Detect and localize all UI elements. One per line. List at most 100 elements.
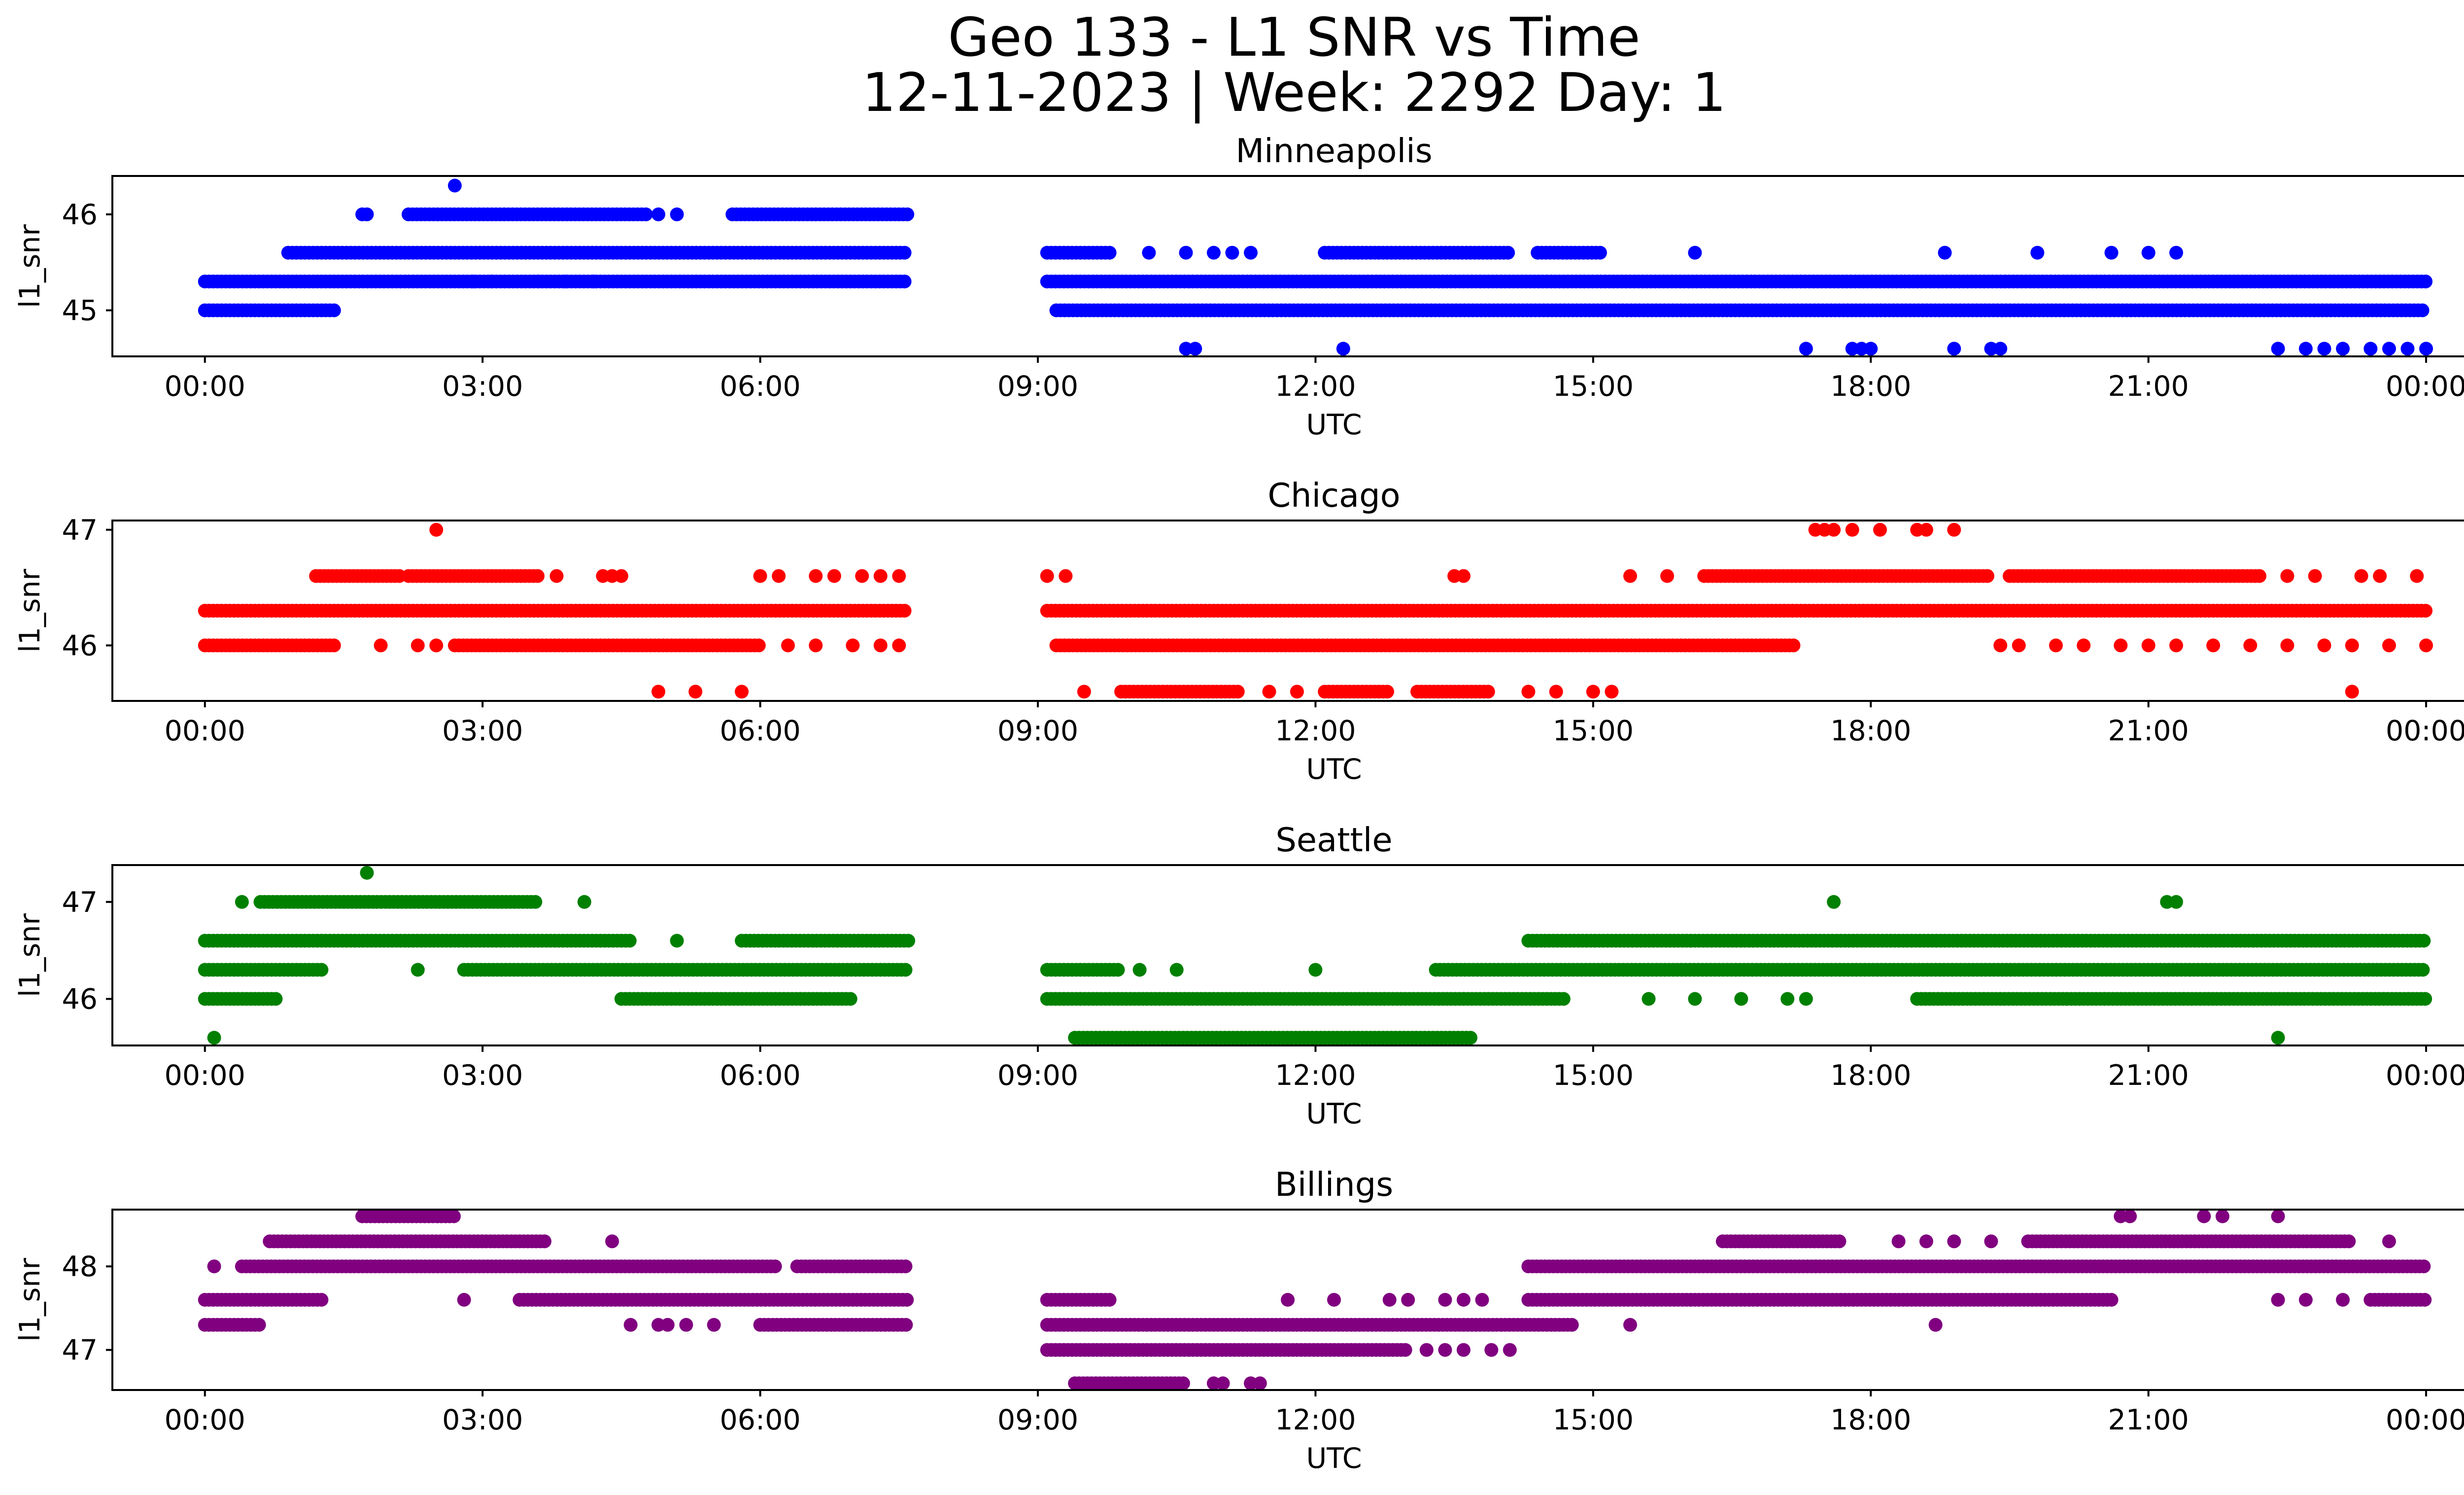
data-point (457, 1293, 471, 1307)
data-point (1262, 685, 1276, 699)
data-point (1864, 342, 1878, 356)
data-point (374, 638, 388, 653)
data-point (768, 1259, 782, 1274)
data-point (846, 638, 860, 653)
data-point (2049, 638, 2063, 653)
data-point (1281, 1293, 1295, 1307)
data-point (207, 1259, 221, 1274)
data-point (1142, 245, 1156, 260)
data-point (2169, 638, 2183, 653)
data-point (735, 685, 749, 699)
x-axis-label: UTC (1306, 1442, 1362, 1475)
data-point (1456, 569, 1471, 583)
x-tick-label: 00:00 (2386, 1404, 2464, 1436)
data-point (2418, 992, 2432, 1006)
data-point (559, 275, 573, 289)
data-point (1873, 522, 1887, 537)
data-point (207, 1031, 221, 1045)
data-point (1206, 245, 1221, 260)
data-point (1475, 1293, 1489, 1307)
data-point (2382, 342, 2396, 356)
data-point (2317, 342, 2331, 356)
data-point (1111, 963, 1125, 977)
x-tick-label: 06:00 (719, 370, 800, 403)
data-point (586, 275, 601, 289)
data-point (538, 1234, 551, 1249)
data-point (827, 569, 841, 583)
data-point (466, 275, 480, 289)
data-point (2141, 245, 2156, 260)
data-point (411, 963, 425, 977)
data-point (2123, 1209, 2137, 1223)
data-point (873, 638, 888, 653)
data-point (2345, 638, 2359, 653)
data-point (1231, 685, 1245, 699)
data-point (670, 934, 684, 948)
data-point (897, 604, 912, 618)
data-point (1132, 963, 1147, 977)
data-point (2271, 1209, 2285, 1223)
data-point (1290, 685, 1304, 699)
panel-title: Seattle (1275, 821, 1392, 859)
scatter-points (198, 1209, 2432, 1391)
data-point (843, 992, 857, 1006)
data-point (2415, 303, 2430, 317)
data-point (1176, 1376, 1190, 1391)
x-tick-label: 09:00 (997, 1059, 1078, 1092)
data-point (1225, 245, 1239, 260)
data-point (314, 963, 329, 977)
data-point (411, 638, 425, 653)
data-point (1786, 638, 1801, 653)
data-point (809, 638, 823, 653)
x-tick-label: 12:00 (1275, 1404, 1356, 1436)
y-tick-label: 46 (62, 199, 98, 231)
data-point (2077, 638, 2091, 653)
data-point (1845, 522, 1859, 537)
x-tick-label: 21:00 (2108, 1059, 2189, 1092)
data-point (1605, 685, 1619, 699)
x-tick-label: 21:00 (2108, 370, 2189, 403)
data-point (1059, 569, 1073, 583)
scatter-points (198, 866, 2432, 1045)
data-point (1380, 685, 1394, 699)
scatter-points (198, 522, 2433, 699)
data-point (1456, 1293, 1471, 1307)
data-point (2417, 1259, 2431, 1274)
data-point (873, 569, 888, 583)
data-point (901, 934, 916, 948)
data-point (1040, 569, 1054, 583)
data-point (1216, 1376, 1230, 1391)
data-point (2215, 1209, 2229, 1223)
data-point (614, 569, 628, 583)
x-tick-label: 03:00 (442, 370, 523, 403)
y-tick-label: 46 (62, 629, 98, 662)
x-tick-label: 00:00 (165, 370, 245, 403)
x-tick-label: 00:00 (165, 1059, 245, 1092)
x-tick-label: 03:00 (442, 715, 523, 747)
data-point (688, 685, 703, 699)
data-point (1660, 569, 1675, 583)
data-point (1593, 245, 1607, 260)
data-point (2243, 638, 2258, 653)
data-point (1565, 1318, 1579, 1332)
data-point (1481, 685, 1495, 699)
data-point (898, 963, 913, 977)
axes-frame (111, 1209, 2464, 1391)
data-point (2345, 685, 2359, 699)
data-point (531, 275, 545, 289)
data-point (2280, 569, 2294, 583)
data-point (2012, 638, 2026, 653)
y-tick-label: 47 (62, 514, 98, 547)
data-point (899, 1318, 913, 1332)
data-point (892, 569, 906, 583)
data-point (2410, 569, 2424, 583)
data-point (531, 569, 545, 583)
data-point (1253, 1376, 1267, 1391)
data-point (235, 895, 249, 909)
data-point (2419, 604, 2433, 618)
data-point (2271, 1293, 2285, 1307)
